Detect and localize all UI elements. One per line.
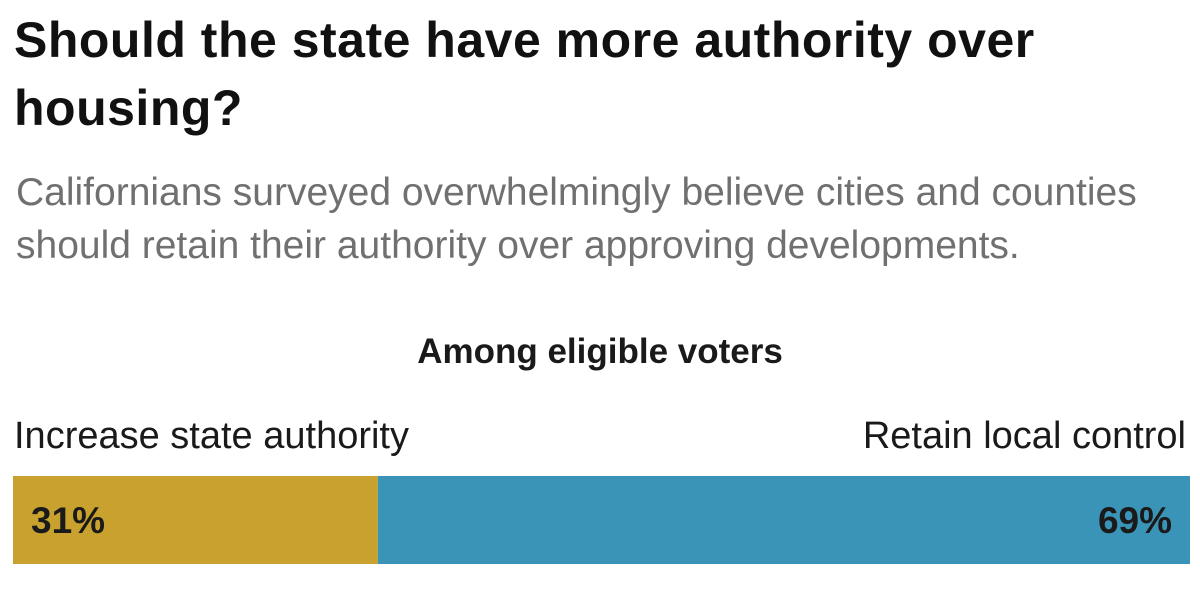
subtitle: Californians surveyed overwhelmingly bel… bbox=[16, 171, 1137, 267]
legend-label-increase-state-authority: Increase state authority bbox=[14, 415, 409, 457]
chart-title: Among eligible voters bbox=[417, 332, 783, 371]
bar-value-label-increase-state-authority: 31% bbox=[31, 500, 105, 541]
bar-segment-increase-state-authority bbox=[13, 476, 378, 564]
stacked-bar-chart: 31% 69% bbox=[13, 476, 1190, 564]
headline: Should the state have more authority ove… bbox=[14, 12, 1035, 136]
bar-value-label-retain-local-control: 69% bbox=[1098, 500, 1172, 541]
legend-label-retain-local-control: Retain local control bbox=[862, 415, 1186, 457]
bar-segment-retain-local-control bbox=[377, 476, 1190, 564]
